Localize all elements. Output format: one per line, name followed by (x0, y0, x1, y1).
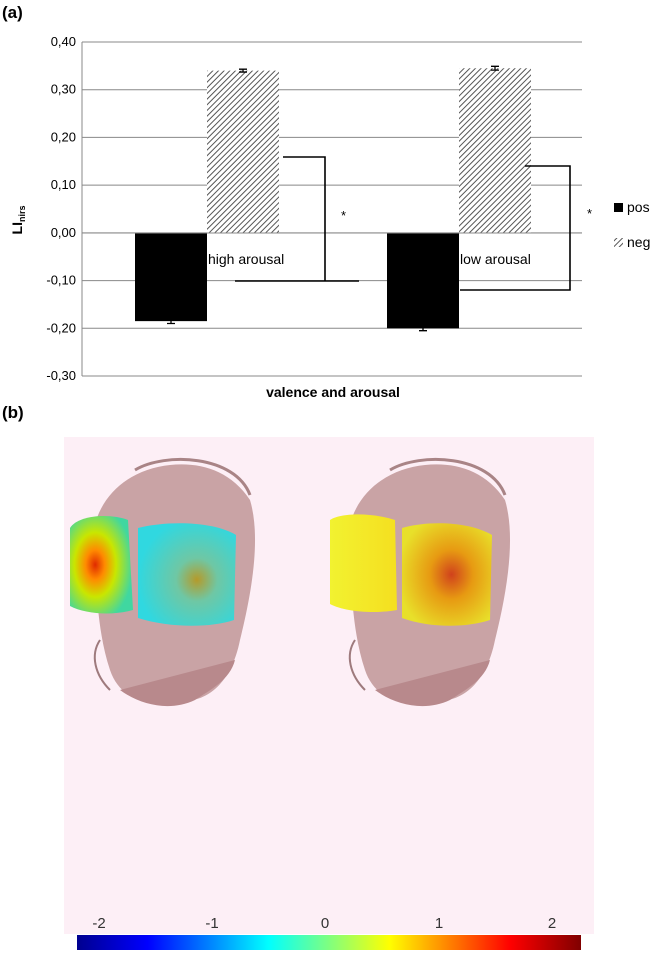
y-tick-label: 0,20 (51, 129, 76, 144)
colorbar-tick-2: 2 (548, 915, 556, 932)
legend-swatch-pos (614, 203, 623, 212)
error-bar-neg-1 (491, 65, 499, 71)
bar-chart: 0,400,300,200,100,00-0,10-0,20-0,30 * * … (9, 34, 650, 400)
y-tick-label: 0,40 (51, 34, 76, 49)
brain-right (330, 457, 511, 707)
error-bar-pos-0 (167, 318, 175, 325)
colorbar-tick-neg1: -1 (205, 915, 218, 932)
significance-bracket-high (235, 156, 359, 282)
error-bars (167, 65, 499, 332)
significance-star-high: * (341, 208, 346, 223)
significance-star-low: * (587, 206, 592, 221)
colorbar-tick-0: 0 (321, 915, 329, 932)
y-tick-labels: 0,40 0,30 0,20 0,10 0,00 -0,10 -0,20 -0,30 (46, 34, 76, 383)
legend-label-pos: pos (627, 199, 650, 215)
x-axis-label: valence and arousal (266, 384, 400, 400)
legend-label-neg: neg (627, 234, 650, 250)
colorbar-tick-neg2: -2 (92, 915, 105, 932)
y-tick-label: 0,30 (51, 82, 76, 97)
error-bar-pos-1 (419, 325, 427, 332)
bar-neg-high-arousal (207, 70, 279, 233)
colorbar (77, 935, 581, 950)
y-tick-label: -0,10 (46, 273, 76, 288)
panel-a-label: (a) (2, 3, 23, 22)
y-tick-label: 0,10 (51, 177, 76, 192)
error-bar-neg-0 (239, 68, 247, 73)
y-axis-label: LInirs (9, 206, 27, 235)
bar-pos-high-arousal (135, 232, 207, 322)
y-axis-label-subscript: nirs (17, 206, 27, 223)
y-tick-label: 0,00 (51, 225, 76, 240)
category-label-low-arousal: low arousal (460, 251, 531, 267)
panel-b-label: (b) (2, 403, 24, 422)
significance-bracket-low (460, 165, 571, 291)
category-label-high-arousal: high arousal (208, 251, 284, 267)
y-tick-label: -0,20 (46, 320, 76, 335)
colorbar-tick-1: 1 (435, 915, 443, 932)
brain-left (70, 457, 256, 707)
bars (135, 68, 531, 329)
brain-background (64, 437, 594, 934)
y-tick-label: -0,30 (46, 368, 76, 383)
bar-neg-low-arousal (459, 68, 531, 233)
bar-pos-low-arousal (387, 232, 459, 329)
legend-swatch-neg (614, 238, 623, 247)
